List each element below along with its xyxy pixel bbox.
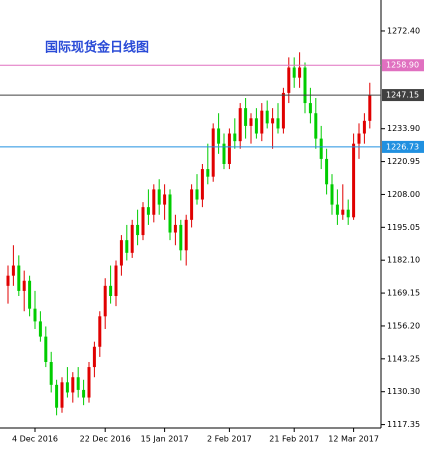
- candle-body: [38, 321, 42, 337]
- candle-body: [125, 240, 129, 253]
- y-tick-label: 1195.05: [387, 223, 420, 232]
- y-tick-label: 1208.00: [387, 190, 420, 199]
- candle-body: [211, 128, 215, 177]
- candle-body: [82, 389, 86, 398]
- candle-body: [146, 207, 150, 215]
- level-label: 1247.15: [386, 91, 419, 100]
- candle-body: [200, 169, 204, 200]
- candle-body: [87, 367, 91, 398]
- candle-body: [222, 143, 226, 164]
- candle-body: [319, 138, 323, 159]
- candle-body: [308, 103, 312, 114]
- candle-body: [49, 361, 53, 385]
- candle-body: [335, 204, 339, 215]
- x-tick-label: 22 Dec 2016: [80, 435, 131, 444]
- candle-body: [11, 265, 15, 276]
- candle-body: [17, 265, 21, 291]
- candle-body: [352, 143, 356, 218]
- candle-body: [103, 285, 107, 317]
- candle-body: [157, 189, 161, 205]
- candle-body: [28, 280, 32, 309]
- candle-body: [195, 189, 199, 200]
- candle-body: [190, 189, 194, 220]
- y-tick-label: 1233.90: [387, 124, 420, 133]
- x-tick-label: 2 Feb 2017: [207, 435, 252, 444]
- candle-body: [98, 316, 102, 347]
- candle-body: [114, 265, 118, 296]
- candle-body: [22, 280, 26, 291]
- candle-body: [346, 209, 350, 218]
- y-tick-label: 1117.35: [387, 420, 420, 429]
- x-tick-label: 21 Feb 2017: [269, 435, 319, 444]
- candle-body: [325, 158, 329, 185]
- candle-body: [76, 377, 80, 390]
- candle-body: [341, 209, 345, 215]
- chart-title: 国际现货金日线图: [45, 40, 149, 56]
- candle-body: [168, 194, 172, 233]
- candle-body: [330, 184, 334, 205]
- candle-body: [206, 169, 210, 177]
- candle-body: [173, 224, 177, 233]
- candle-body: [130, 224, 134, 253]
- candle-body: [92, 346, 96, 368]
- y-tick-label: 1143.25: [387, 354, 420, 363]
- level-label: 1258.90: [386, 61, 419, 70]
- candle-body: [109, 285, 113, 296]
- candle-body: [265, 110, 269, 124]
- level-label-box: [382, 59, 424, 72]
- candle-body: [179, 224, 183, 251]
- y-tick-label: 1169.15: [387, 289, 420, 298]
- candle-body: [217, 128, 221, 144]
- candle-body: [238, 108, 242, 142]
- level-label-box: [382, 140, 424, 153]
- candle-body: [6, 275, 10, 286]
- candle-body: [227, 133, 231, 164]
- candle-body: [65, 382, 69, 393]
- candle-body: [184, 219, 188, 251]
- y-tick-label: 1182.10: [387, 256, 420, 265]
- candle-body: [281, 92, 285, 129]
- candle-body: [33, 308, 37, 322]
- candle-body: [119, 240, 123, 266]
- candle-body: [233, 133, 237, 142]
- candle-body: [249, 118, 253, 126]
- level-label: 1226.73: [386, 142, 419, 151]
- candle-body: [244, 108, 248, 126]
- x-tick-label: 15 Jan 2017: [141, 435, 189, 444]
- y-tick-label: 1156.20: [387, 321, 420, 330]
- y-tick-label: 1130.30: [387, 387, 420, 396]
- y-tick-label: 1272.40: [387, 26, 420, 35]
- level-label-box: [382, 89, 424, 102]
- candle-body: [287, 67, 291, 93]
- candle-body: [276, 118, 280, 129]
- candle-body: [303, 67, 307, 104]
- candle-body: [254, 118, 258, 134]
- candle-body: [314, 113, 318, 139]
- candle-body: [163, 194, 167, 205]
- candle-body: [357, 133, 361, 144]
- candle-body: [298, 67, 302, 78]
- candle-body: [136, 224, 140, 236]
- candle-body: [44, 336, 48, 362]
- candle-body: [292, 67, 296, 78]
- candle-body: [152, 189, 156, 215]
- candle-body: [141, 207, 145, 236]
- candle-body: [71, 377, 75, 393]
- candle-body: [260, 110, 264, 134]
- candle-body: [55, 384, 59, 408]
- candle-body: [60, 382, 64, 408]
- x-tick-label: 4 Dec 2016: [12, 435, 58, 444]
- x-tick-label: 12 Mar 2017: [328, 435, 379, 444]
- candle-body: [271, 118, 275, 124]
- y-tick-label: 1220.95: [387, 157, 420, 166]
- candle-body: [362, 120, 366, 134]
- candle-body: [368, 95, 372, 121]
